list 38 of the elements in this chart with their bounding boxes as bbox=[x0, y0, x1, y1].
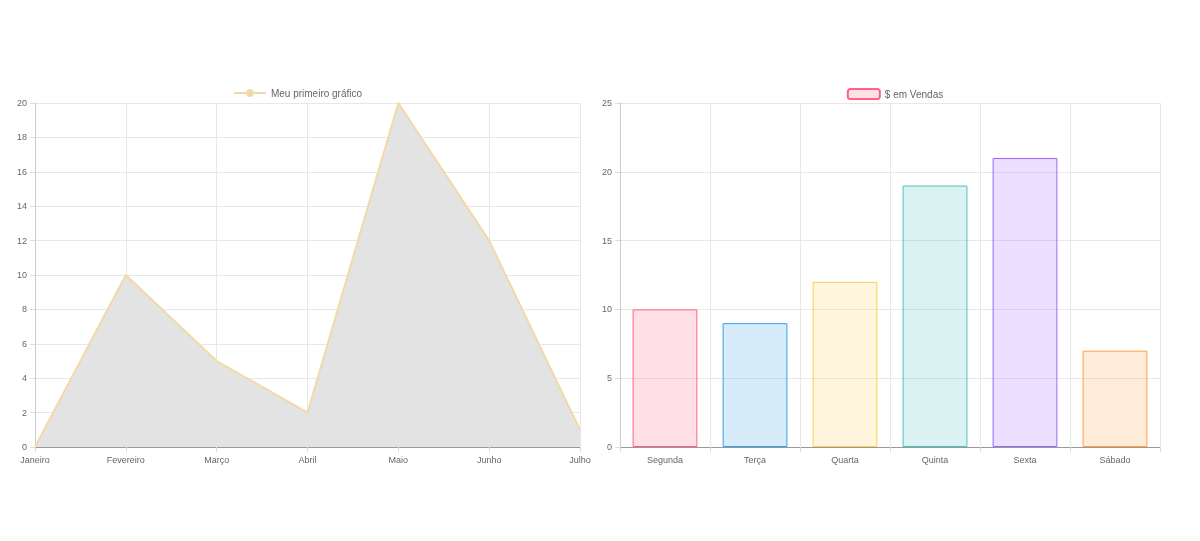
legend-label: $ em Vendas bbox=[884, 88, 944, 100]
y-tick-label: 0 bbox=[606, 442, 612, 452]
bar bbox=[1082, 350, 1148, 447]
bar bbox=[722, 323, 788, 447]
x-tick-label: Abril bbox=[298, 454, 317, 465]
legend-label: Meu primeiro gráfico bbox=[270, 87, 363, 99]
y-tick-label: 4 bbox=[21, 373, 27, 384]
y-tick-label: 15 bbox=[601, 235, 612, 246]
bar bbox=[992, 158, 1058, 447]
y-tick-label: 0 bbox=[21, 442, 27, 452]
y-tick-label: 18 bbox=[16, 132, 27, 143]
x-tick-label: Janeiro bbox=[20, 454, 50, 465]
y-tick-label: 20 bbox=[601, 166, 612, 177]
x-tick-label: Junho bbox=[476, 454, 502, 465]
y-tick-label: 10 bbox=[16, 270, 27, 280]
y-tick-label: 14 bbox=[16, 201, 27, 212]
x-tick-label: Julho bbox=[569, 454, 591, 465]
y-tick-label: 10 bbox=[601, 304, 612, 315]
y-tick-label: 6 bbox=[21, 338, 27, 349]
x-tick-label: Março bbox=[204, 454, 230, 465]
y-tick-label: 12 bbox=[16, 235, 27, 246]
y-tick-label: 16 bbox=[16, 166, 27, 177]
x-tick-label: Quinta bbox=[921, 454, 949, 465]
y-tick-label: 2 bbox=[21, 407, 27, 418]
x-tick-label: Terça bbox=[743, 454, 767, 465]
y-tick-label: 20 bbox=[16, 98, 27, 108]
bar bbox=[902, 185, 968, 447]
x-tick-label: Fevereiro bbox=[106, 454, 145, 465]
y-tick-label: 25 bbox=[601, 98, 612, 108]
y-tick-label: 8 bbox=[21, 304, 27, 315]
x-tick-label: Quarta bbox=[831, 454, 859, 465]
x-tick-label: Sábado bbox=[1099, 454, 1131, 465]
x-tick-label: Maio bbox=[388, 454, 409, 465]
bar bbox=[812, 281, 878, 447]
x-tick-label: Segunda bbox=[646, 454, 684, 465]
x-tick-label: Sexta bbox=[1013, 454, 1037, 465]
bar bbox=[632, 309, 698, 447]
y-tick-label: 5 bbox=[606, 373, 612, 384]
